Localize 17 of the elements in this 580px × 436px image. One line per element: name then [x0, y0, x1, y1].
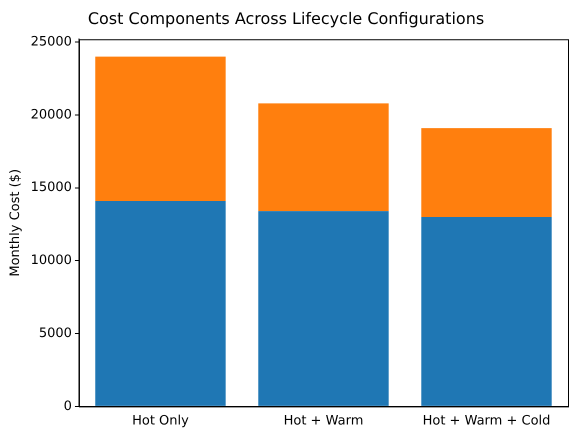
bar: [421, 216, 552, 406]
bar: [258, 103, 389, 212]
y-tick-label: 5000: [38, 326, 72, 341]
y-tick-label: 15000: [30, 180, 72, 196]
y-tick-label: 25000: [30, 34, 72, 50]
y-tick-label: 20000: [30, 107, 72, 122]
bar: [95, 200, 226, 406]
x-tick-label: Hot Only: [132, 414, 190, 429]
bar: [421, 128, 552, 217]
y-tick-label: 10000: [30, 253, 72, 268]
x-tick-label: Hot + Warm: [284, 414, 364, 429]
bar: [258, 211, 389, 406]
y-tick-label: 0: [64, 398, 72, 414]
y-axis-title: Monthly Cost ($): [8, 168, 24, 277]
x-tick-label: Hot + Warm + Cold: [422, 414, 550, 429]
bar: [95, 56, 226, 201]
chart-title: Cost Components Across Lifecycle Configurations: [88, 8, 484, 28]
